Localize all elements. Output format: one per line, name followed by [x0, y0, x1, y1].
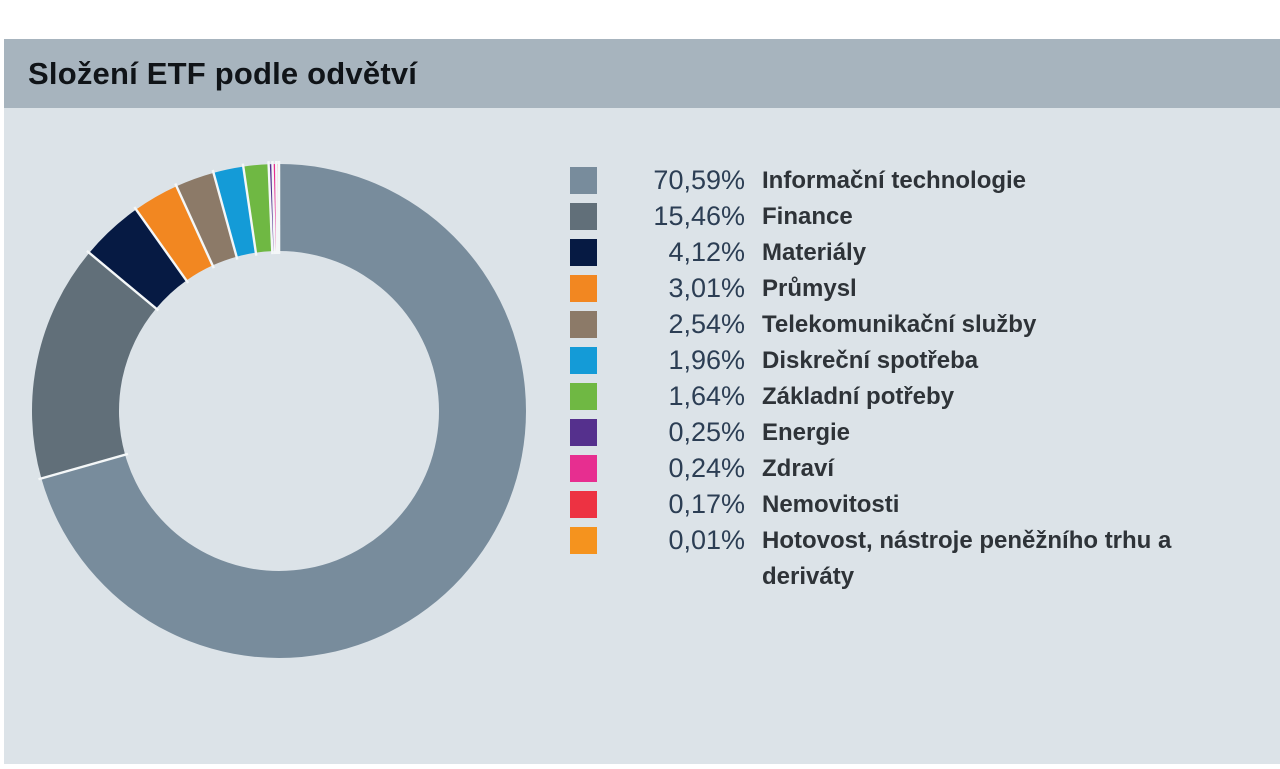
legend-label: Diskreční spotřeba — [762, 347, 979, 374]
donut-segment — [32, 252, 157, 479]
legend-percent: 0,17% — [668, 489, 745, 519]
legend-percent: 1,96% — [668, 345, 745, 375]
legend-percent: 2,54% — [668, 309, 745, 339]
donut-segment — [213, 166, 256, 257]
legend-swatch — [570, 455, 597, 482]
legend-swatch — [570, 311, 597, 338]
donut-segment-separator — [86, 250, 160, 312]
donut-chart-container — [29, 160, 529, 661]
donut-segment — [176, 172, 237, 266]
legend-percent: 4,12% — [668, 237, 745, 267]
legend-label: Finance — [762, 203, 853, 230]
legend-label: Energie — [762, 419, 851, 446]
legend-percent: 15,46% — [653, 201, 745, 231]
donut-segment-separator — [133, 206, 190, 284]
legend-swatch — [570, 383, 597, 410]
donut-segment-separator — [211, 169, 239, 260]
legend-swatch — [570, 491, 597, 518]
donut-segment-separator — [241, 163, 258, 256]
legend-percent: 0,25% — [668, 417, 745, 447]
legend-label: Průmysl — [762, 275, 857, 302]
legend-item: 3,01% Průmysl — [570, 271, 1250, 307]
chart-title: Složení ETF podle odvětví — [28, 55, 418, 91]
donut-segment-separator — [271, 161, 277, 255]
legend-item: 70,59% Informační technologie — [570, 163, 1250, 199]
legend-swatch — [570, 347, 597, 374]
legend-percent: 0,24% — [668, 453, 745, 483]
donut-segment-separator — [274, 161, 279, 255]
legend-item: 0,24% Zdraví — [570, 451, 1250, 487]
chart-header: Složení ETF podle odvětví — [4, 39, 1280, 108]
legend-swatch — [570, 419, 597, 446]
donut-segment — [41, 164, 526, 658]
legend-percent: 0,01% — [668, 525, 745, 555]
donut-chart — [32, 160, 526, 658]
legend-percent: 1,64% — [668, 381, 745, 411]
legend-item: 2,54% Telekomunikační služby — [570, 307, 1250, 343]
donut-segment-separator — [267, 161, 274, 255]
legend-swatch — [570, 239, 597, 266]
legend-swatch — [570, 527, 597, 554]
donut-segment — [89, 209, 187, 309]
donut-segment-separator — [174, 183, 215, 269]
legend-label: Hotovost, nástroje peněžního trhu a deri… — [762, 527, 1172, 590]
legend-label: Zdraví — [762, 455, 835, 482]
legend-percent: 70,59% — [653, 165, 745, 195]
legend-label: Telekomunikační služby — [762, 311, 1037, 338]
legend-label: Materiály — [762, 239, 867, 266]
donut-segment — [243, 164, 273, 253]
legend-swatch — [570, 167, 597, 194]
legend-item: 1,96% Diskreční spotřeba — [570, 343, 1250, 379]
chart-content: 70,59% Informační technologie 15,46% Financ… — [4, 108, 1280, 764]
donut-segment-separator — [38, 452, 129, 481]
legend-label: Základní potřeby — [762, 383, 955, 410]
legend-label: Nemovitosti — [762, 491, 900, 518]
legend-swatch — [570, 275, 597, 302]
legend-item: 0,25% Energie — [570, 415, 1250, 451]
legend-item: 15,46% Finance — [570, 199, 1250, 235]
legend-item: 4,12% Materiály — [570, 235, 1250, 271]
legend-item: 0,17% Nemovitosti — [570, 487, 1250, 523]
legend-item: 0,01% Hotovost, nástroje peněžního trhu a… — [570, 523, 1250, 595]
legend: 70,59% Informační technologie 15,46% Financ… — [570, 163, 1250, 595]
legend-swatch — [570, 203, 597, 230]
legend-percent: 3,01% — [668, 273, 745, 303]
legend-item: 1,64% Základní potřeby — [570, 379, 1250, 415]
legend-label: Informační technologie — [762, 167, 1027, 194]
donut-segment — [136, 186, 213, 281]
